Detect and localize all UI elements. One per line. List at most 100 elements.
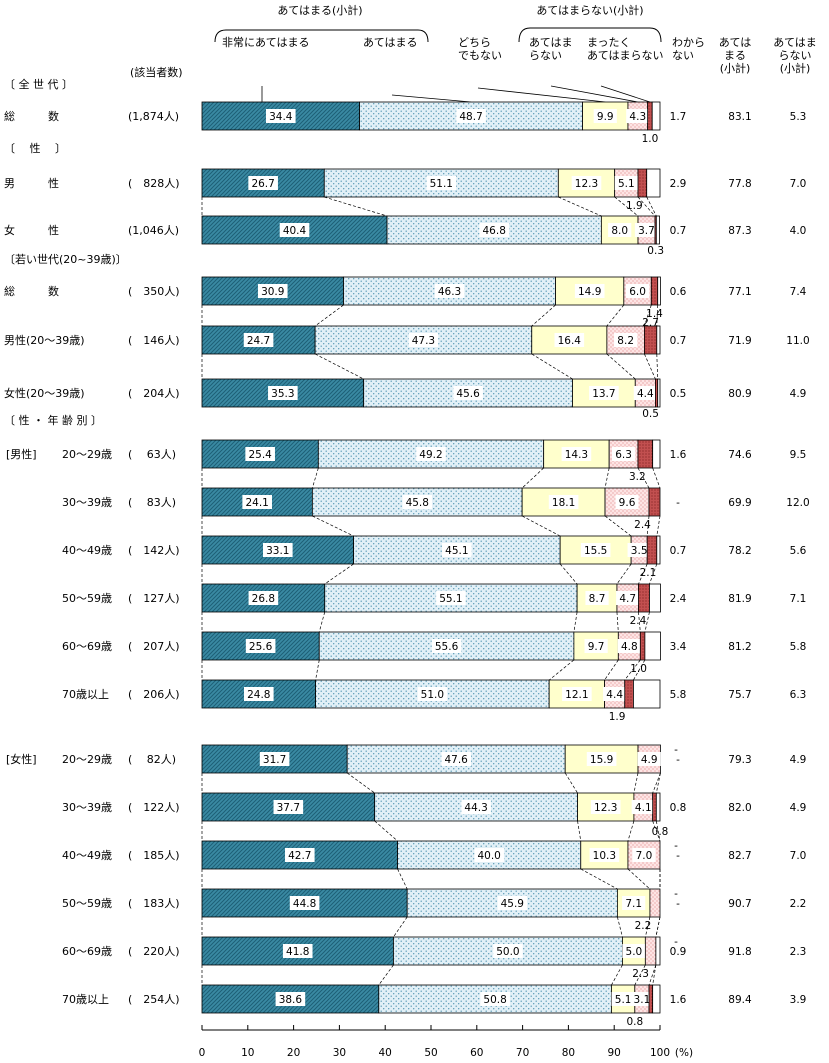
connector-line <box>637 467 650 489</box>
bar-segment-strongly-disagree <box>644 325 658 355</box>
value-label-bg <box>245 447 275 461</box>
category-label-disagree: らない <box>529 49 562 62</box>
subtotal-no: 3.9 <box>790 994 807 1006</box>
value-label-small: 1.0 <box>642 133 659 145</box>
value-label-small: 1.9 <box>609 711 626 723</box>
value-label: 3.7 <box>638 225 655 237</box>
subtotal-yes: 87.3 <box>728 225 751 237</box>
category-label-agree: あてはまる <box>363 36 418 49</box>
row-label: 20～29歳 <box>62 753 112 766</box>
value-label-bg <box>622 944 646 958</box>
value-label: 10.3 <box>593 850 616 862</box>
connector-line <box>656 304 659 327</box>
subtotal-no: 4.9 <box>790 754 807 766</box>
subtotal-no: 2.3 <box>790 946 807 958</box>
connector-line <box>314 353 364 380</box>
value-label-bg <box>622 896 646 910</box>
x-tick-label: 90 <box>608 1047 621 1059</box>
value-label-bg <box>554 333 585 347</box>
value-label: 15.9 <box>590 754 613 766</box>
connector-line <box>634 964 646 986</box>
x-tick-label: 100 <box>650 1047 670 1059</box>
row-count: ( 828人) <box>128 177 180 190</box>
bar-segment-dont-know <box>657 276 661 306</box>
value-label-bg <box>497 896 528 910</box>
value-label-dontknow: 3.4 <box>670 641 687 653</box>
value-label-bg <box>561 447 592 461</box>
subtotal-yes: 79.3 <box>728 754 751 766</box>
connector-line <box>324 196 388 217</box>
subtotal-yes: 77.8 <box>728 178 751 190</box>
value-label-dontknow: 1.6 <box>670 449 687 461</box>
connector-line <box>656 515 661 537</box>
value-label-bg <box>603 687 627 701</box>
value-label-bg <box>584 639 608 653</box>
value-label-bg <box>611 992 635 1006</box>
value-label-bg <box>248 591 279 605</box>
value-label-small: 2.7 <box>642 317 659 329</box>
row-label: 30～39歳 <box>62 496 112 509</box>
subtotal-no: 11.0 <box>786 335 809 347</box>
subtotal-no: 2.2 <box>790 898 807 910</box>
bracket-no <box>518 27 662 43</box>
value-label-dontknow: 1.7 <box>670 111 687 123</box>
category-label-disagree: あてはま <box>529 36 573 49</box>
value-label-bg <box>589 386 619 400</box>
x-tick-label: 40 <box>379 1047 392 1059</box>
bar-row: 20～29歳 ( 82人) 31.7 47.6 15.9 4.9 -- 79.3 4.9 <box>62 744 807 774</box>
value-label-bg <box>453 386 483 400</box>
bar-segment-dont-know <box>655 215 660 245</box>
value-label: 4.1 <box>635 802 652 814</box>
col-header-yes: まる <box>724 49 746 62</box>
connector-line <box>559 563 578 585</box>
connector-line <box>577 820 582 842</box>
connector-line <box>649 563 658 585</box>
value-label-dontknow: 0.7 <box>670 225 687 237</box>
bar-row: 総 数 ( 350人) 30.9 46.3 14.9 6.01.4 0.6 77.1 7.4 <box>4 276 807 320</box>
value-label-small: - <box>674 840 678 852</box>
value-label: 51.0 <box>421 689 444 701</box>
bar-segment-disagree <box>644 936 657 966</box>
value-label: 25.6 <box>249 641 273 653</box>
value-label-bg <box>632 848 656 862</box>
value-label-bg <box>417 687 448 701</box>
value-label: 47.3 <box>412 335 435 347</box>
value-label: 3.5 <box>631 545 648 557</box>
subtotal-no: 5.3 <box>790 111 807 123</box>
col-header-yes: あては <box>719 36 752 49</box>
connector-line <box>646 515 650 537</box>
value-label-bg <box>617 639 641 653</box>
connector-line <box>644 353 656 380</box>
connector-line <box>531 304 556 327</box>
n-header: (該当者数) <box>130 65 183 79</box>
connector-line <box>652 820 661 842</box>
connector-line <box>644 611 650 633</box>
bar-row: 女 性 (1,046人) 40.4 46.8 8.0 3.7 0.3 0.7 87.3 4.0 <box>4 215 806 257</box>
value-label-bg <box>474 848 504 862</box>
bar-segment-dont-know <box>651 101 661 131</box>
subtotal-yes: 90.7 <box>728 898 751 910</box>
row-label: 60～69歳 <box>62 640 112 653</box>
connector-line <box>638 611 641 633</box>
connector-line <box>652 467 661 489</box>
value-label-bg <box>590 800 621 814</box>
value-label-bg <box>614 333 638 347</box>
value-label-bg <box>571 176 602 190</box>
bar-segment-dont-know <box>649 583 661 613</box>
subtotal-yes: 91.8 <box>728 946 751 958</box>
subtotal-yes: 82.0 <box>728 802 751 814</box>
bar-row: 30～39歳 ( 83人) 24.1 45.8 18.1 9.6 2.4 - 69.9 12.0 <box>62 487 810 531</box>
value-label: 4.3 <box>629 111 646 123</box>
value-label-bg <box>614 176 638 190</box>
col-header-no: (小計) <box>780 61 811 75</box>
value-label: 45.9 <box>501 898 524 910</box>
value-label: 25.4 <box>248 449 272 461</box>
value-label: 26.8 <box>252 593 275 605</box>
group-yes-label: あてはまる(小計) <box>277 3 362 17</box>
value-label: 44.3 <box>464 802 487 814</box>
bar-row: 50～59歳 ( 183人) 44.8 45.9 7.1 2.2 -- 90.7 2.2 <box>62 888 806 932</box>
value-label: 49.2 <box>419 449 442 461</box>
value-label: 3.1 <box>634 994 651 1006</box>
bar-row: 70歳以上 ( 206人) 24.8 51.0 12.1 4.4 1.9 5.8 75.7 6.3 <box>62 679 806 723</box>
bar-row: 70歳以上 ( 254人) 38.6 50.8 5.1 3.1 0.8 1.6 89.4 3.9 <box>62 984 807 1028</box>
